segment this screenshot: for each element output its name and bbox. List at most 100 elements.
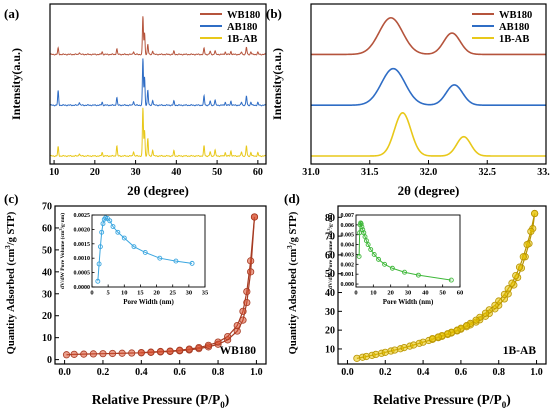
inset-y-tick-label: 0.000 <box>341 282 355 288</box>
y-axis-label: Quantity Adsorbed (cm3/g STP) <box>286 211 299 354</box>
x-axis-tick-label: 50 <box>212 167 222 178</box>
y-axis-label-part: Quantity Adsorbed (cm <box>6 248 17 354</box>
x-axis-tick-label: 33.0 <box>537 167 550 178</box>
data-point <box>527 227 535 235</box>
x-axis-label-part: Relative Pressure (P/P <box>92 392 220 407</box>
inset-x-axis-label: Pore Width (nm) <box>123 298 174 306</box>
inset-x-tick-label: 25 <box>169 290 176 297</box>
data-point <box>491 301 499 309</box>
inset-point <box>389 265 395 271</box>
inset-y-axis-label-sup: 3 <box>326 228 331 230</box>
inset-y-axis-label-part: dV/dW Pore Volume (cm <box>327 230 334 289</box>
inset-x-tick-label: 30 <box>186 290 193 297</box>
data-point <box>512 271 520 280</box>
y-axis-tick-label: 20 <box>325 326 335 337</box>
data-point <box>247 257 255 265</box>
inset-y-axis-label-part: /g·nm) <box>327 213 334 230</box>
y-axis-label: Intensity(a.u.) <box>270 48 284 120</box>
x-axis-tick-label: 31.0 <box>302 167 320 178</box>
data-point <box>185 345 193 353</box>
x-axis-tick-label: 32.5 <box>479 167 497 178</box>
x-axis-tick-label: 1.0 <box>250 367 263 378</box>
inset-x-tick-label: 5 <box>107 290 111 297</box>
data-point <box>531 209 539 218</box>
x-axis-label-sub: 0 <box>502 400 507 410</box>
inset-y-tick-label: 0.0005 <box>74 271 91 277</box>
data-point <box>156 347 165 356</box>
inset-point <box>382 261 388 267</box>
inset-point <box>360 227 366 233</box>
x-axis-tick-label: 0.2 <box>379 367 392 378</box>
panel-label: (a) <box>4 6 19 21</box>
y-axis-label: Quantity Adsorbed (cm3/g STP) <box>4 211 17 354</box>
inset-point <box>99 229 105 235</box>
inset-x-tick-label: 30 <box>405 290 412 297</box>
x-axis-tick-label: 0.4 <box>135 367 148 378</box>
x-axis-tick-label: 0.8 <box>212 367 225 378</box>
data-point <box>362 352 370 361</box>
data-point <box>204 341 213 349</box>
data-point <box>353 354 361 362</box>
inset-x-tick-label: 20 <box>153 290 160 297</box>
y-axis-tick-label: 50 <box>325 269 335 280</box>
y-axis-label-part: Quantity Adsorbed (cm <box>288 248 299 354</box>
x-axis-tick-label: 10 <box>49 167 59 178</box>
inset-y-axis-label: dV/dW Pore Volume (cm3/g·nm) <box>326 213 334 289</box>
y-axis-label-sup: 3 <box>286 245 294 249</box>
y-axis-tick-label: 30 <box>325 307 335 318</box>
inset-x-tick-label: 10 <box>121 290 128 297</box>
plot-frame <box>54 205 267 365</box>
inset-x-tick-label: 0 <box>354 290 357 297</box>
data-point <box>372 350 380 359</box>
x-axis-tick-label: 31.5 <box>361 167 379 178</box>
data-point <box>176 346 184 354</box>
legend-label-1B-AB: 1B-AB <box>227 34 257 45</box>
inset-y-tick-label: 0.0015 <box>74 242 91 248</box>
data-point <box>239 316 247 324</box>
inset-point <box>100 221 106 227</box>
inset-point <box>371 252 377 257</box>
inset-y-tick-label: 0.005 <box>341 233 355 239</box>
data-point <box>515 263 524 271</box>
inset-point <box>376 256 381 262</box>
inset-frame <box>91 214 206 288</box>
legend-label-1B-AB: 1B-AB <box>499 34 529 45</box>
data-point <box>428 335 437 343</box>
inset-point <box>96 261 102 267</box>
inset-point <box>368 247 374 252</box>
data-point <box>500 290 508 299</box>
data-point <box>108 349 117 358</box>
inset-y-tick-label: 0.007 <box>341 213 355 219</box>
series-line-1B-AB <box>49 107 267 158</box>
data-point <box>147 348 155 356</box>
inset-y-tick-label: 0.002 <box>341 262 355 268</box>
data-point <box>247 268 255 276</box>
y-axis-tick-label: 10 <box>42 333 52 344</box>
y-axis-tick-label: 10 <box>325 344 335 355</box>
inset-y-axis-label-sup: 3 <box>58 228 63 230</box>
inset-x-tick-label: 10 <box>370 290 377 297</box>
inset-x-tick-label: 40 <box>422 290 429 297</box>
y-axis-label-part: /g STP) <box>6 211 17 246</box>
inset-x-axis-label: Pore Width (nm) <box>383 298 434 306</box>
series-line-AB180 <box>49 58 267 107</box>
y-axis-tick-label: 70 <box>42 202 52 213</box>
inset-point <box>402 269 407 275</box>
panel-label: (c) <box>4 191 18 206</box>
data-point <box>128 349 136 357</box>
inset-x-tick-label: 20 <box>387 290 394 297</box>
y-axis-tick-label: 30 <box>42 289 52 300</box>
inset-y-tick-label: 0.006 <box>341 223 355 229</box>
data-point <box>233 321 241 330</box>
x-axis-label: 2θ (degree) <box>398 183 460 198</box>
inset-point <box>189 260 195 266</box>
legend-label-AB180: AB180 <box>227 22 257 33</box>
inset-point <box>415 272 421 278</box>
data-point <box>472 316 480 324</box>
x-axis-tick-label: 0.6 <box>455 367 468 378</box>
x-axis-tick-label: 0.0 <box>58 367 71 378</box>
data-point <box>118 349 126 357</box>
series-line-WB180 <box>49 16 267 56</box>
inset-point <box>173 258 179 264</box>
